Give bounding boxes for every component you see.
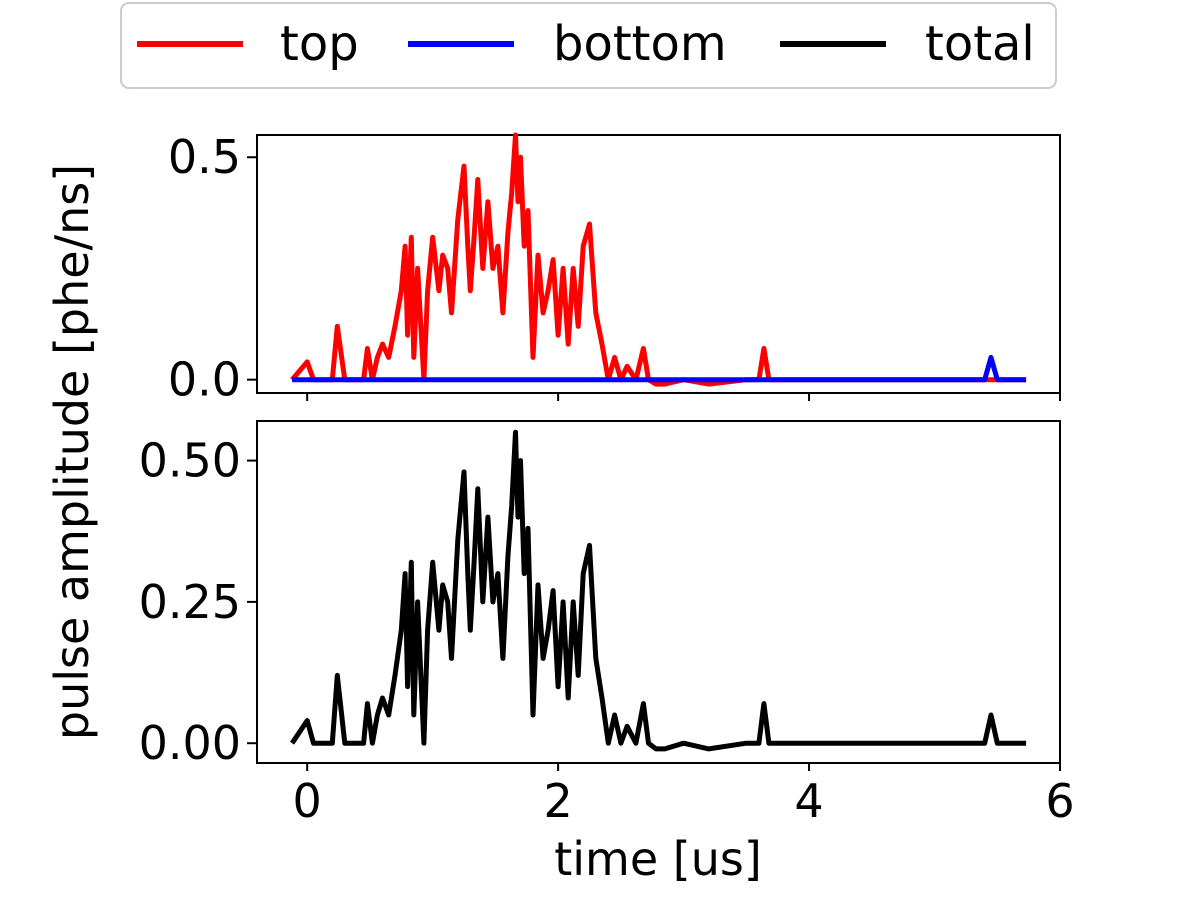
x-tick-label: 4	[794, 774, 823, 828]
series-line-bottom	[292, 354, 1027, 383]
series-line-total	[290, 429, 1027, 752]
bottom-panel-frame	[256, 420, 1061, 764]
series-line-top	[290, 132, 1027, 387]
y-tick-label: 0.0	[168, 353, 241, 407]
top-panel: 0.0 0.5	[168, 130, 1061, 407]
legend-label-top: top	[280, 16, 359, 72]
top-panel-y-axis: 0.0 0.5	[168, 130, 257, 407]
bottom-panel-y-axis: 0.00 0.25 0.50	[139, 434, 257, 770]
top-panel-series	[290, 132, 1027, 387]
x-tick-label: 2	[543, 774, 572, 828]
bottom-panel-series	[290, 429, 1027, 752]
legend-label-total: total	[925, 16, 1035, 72]
bottom-panel-x-ticks: 0 2 4 6	[293, 763, 1075, 828]
legend: top bottom total	[120, 2, 1057, 89]
x-tick-label: 6	[1045, 774, 1074, 828]
y-tick-label: 0.25	[139, 575, 241, 629]
y-tick-label: 0.50	[139, 434, 241, 488]
y-axis-label: pulse amplitude [phe/ns]	[45, 164, 99, 740]
top-panel-x-ticks	[306, 393, 1061, 401]
legend-frame	[120, 2, 1057, 89]
x-axis-label: time [us]	[554, 832, 762, 886]
y-tick-label: 0.00	[139, 716, 241, 770]
bottom-panel: 0.00 0.25 0.50 0 2 4 6	[139, 420, 1075, 828]
y-tick-label: 0.5	[168, 130, 241, 184]
legend-label-bottom: bottom	[553, 16, 727, 72]
x-tick-label: 0	[293, 774, 322, 828]
top-panel-frame	[256, 134, 1061, 394]
